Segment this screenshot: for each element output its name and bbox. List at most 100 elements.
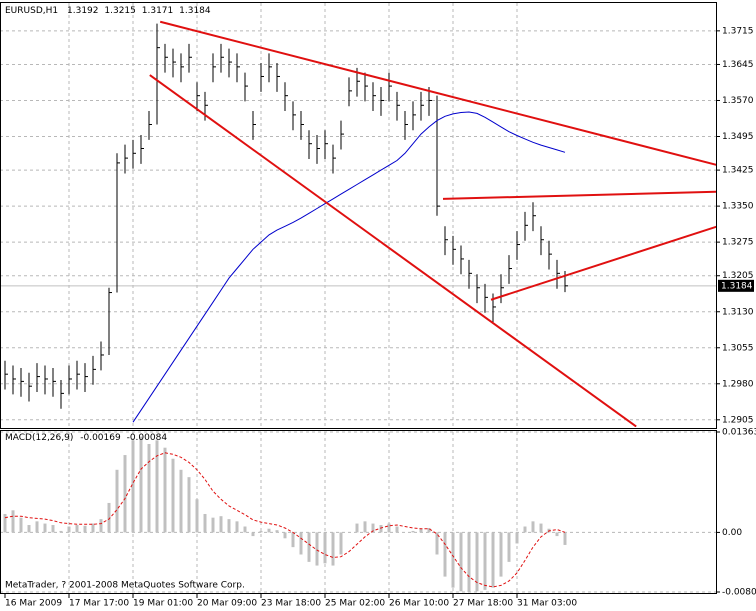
y-tick-label: 1.3570 (722, 96, 754, 106)
macd-bar (171, 458, 175, 533)
trend-line (490, 225, 716, 301)
macd-bar (11, 510, 15, 533)
y-tick-label: 1.3350 (722, 202, 754, 212)
macd-marks (3, 436, 567, 592)
macd-bar (363, 521, 367, 533)
y-tick-label: 1.3495 (722, 132, 754, 142)
macd-bar (147, 444, 151, 533)
signal-line (4, 452, 566, 588)
close: 1.3184 (179, 6, 211, 16)
macd-frame (0, 430, 717, 594)
macd-bar (139, 436, 143, 533)
x-tick-label: 23 Mar 18:00 (261, 599, 321, 609)
macd-bar (27, 525, 31, 533)
trend-line (149, 74, 637, 427)
y-tick-label: -0.00809 (722, 588, 756, 598)
signal-value: -0.00084 (127, 433, 168, 443)
macd-bar (563, 532, 567, 545)
macd-bar (507, 532, 511, 562)
x-tick-label: 27 Mar 18:00 (453, 599, 513, 609)
macd-bar (3, 513, 7, 533)
macd-bar (371, 523, 375, 533)
macd-bar (331, 532, 335, 566)
price-grid (0, 3, 716, 427)
y-tick-label: 1.3130 (722, 307, 754, 317)
macd-bar (459, 532, 463, 592)
footer: MetaTrader, ? 2001-2008 MetaQuotes Softw… (5, 581, 245, 591)
macd-bar (443, 532, 447, 577)
macd-bar (51, 525, 55, 533)
macd-bar (339, 532, 343, 555)
macd-bar (435, 532, 439, 555)
macd-bar (411, 530, 415, 533)
axes: 1.3715 1.3645 1.3570 1.3495 1.3425 1.3350 1.32… (4, 26, 756, 609)
macd-bar (203, 513, 207, 533)
macd-bar (123, 455, 127, 533)
macd-bar (19, 517, 23, 533)
macd-bar (379, 525, 383, 533)
macd-bar (299, 532, 303, 555)
y-tick-label: 1.2980 (722, 379, 754, 389)
macd-bar (491, 532, 495, 588)
price-label: 1.3184 (721, 281, 753, 291)
macd-bar (323, 532, 327, 564)
macd-header: MACD(12,26,9) -0.00169 -0.00084 (5, 433, 167, 443)
macd-bar (243, 526, 247, 533)
y-tick-label: 1.3715 (722, 26, 754, 36)
macd-bar (99, 519, 103, 533)
macd-bar (83, 525, 87, 533)
trend-line (159, 20, 716, 166)
y-tick-label: 1.2905 (722, 415, 754, 425)
y-tick-label: 0.01363 (722, 428, 756, 438)
open: 1.3192 (67, 6, 99, 16)
macd-bar (107, 502, 111, 533)
macd-bar (427, 527, 431, 533)
macd-bar (179, 469, 183, 533)
x-tick-label: 17 Mar 17:00 (69, 599, 129, 609)
macd-bar (259, 530, 263, 533)
y-tick-label: 1.3645 (722, 60, 754, 70)
macd-bar (419, 528, 423, 533)
macd-bar (307, 532, 311, 562)
macd-bar (91, 523, 95, 533)
macd-bar (155, 440, 159, 533)
macd-bar (355, 523, 359, 533)
y-tick-label: 1.3425 (722, 166, 754, 176)
x-tick-label: 25 Mar 02:00 (325, 599, 385, 609)
macd-bar (395, 526, 399, 533)
macd-bar (475, 532, 479, 592)
macd-bar (539, 523, 543, 533)
macd-bar (195, 499, 199, 533)
macd-bar (187, 477, 191, 533)
macd-bar (67, 526, 71, 533)
trend-line (442, 190, 716, 200)
price-frame (0, 2, 717, 429)
macd-bar (275, 530, 279, 533)
macd-bar (499, 532, 503, 577)
x-tick-label: 26 Mar 10:00 (389, 599, 449, 609)
y-tick-label: 1.3205 (722, 271, 754, 281)
price-marks (4, 20, 716, 427)
macd-bar (291, 532, 295, 548)
macd-bar (227, 519, 231, 533)
low: 1.3171 (142, 6, 174, 16)
macd-bar (235, 521, 239, 533)
x-tick-label: 20 Mar 09:00 (197, 599, 257, 609)
macd-bar (315, 532, 319, 566)
price-header: EURUSD,H1 1.3192 1.3215 1.3171 1.3184 (5, 6, 211, 16)
macd-bar (531, 521, 535, 533)
macd-bar (75, 525, 79, 533)
y-tick-label: 1.3055 (722, 343, 754, 353)
macd-bar (35, 521, 39, 533)
macd-bar (467, 532, 471, 592)
macd-bar (115, 469, 119, 533)
macd-bar (43, 523, 47, 533)
y-tick-label: 0.00 (722, 528, 742, 538)
macd-bar (483, 532, 487, 590)
macd-bar (387, 523, 391, 533)
indicator: MACD(12,26,9) (5, 433, 73, 443)
macd-bar (131, 440, 135, 533)
x-tick-label: 31 Mar 03:00 (517, 599, 577, 609)
macd-bar (163, 447, 167, 533)
